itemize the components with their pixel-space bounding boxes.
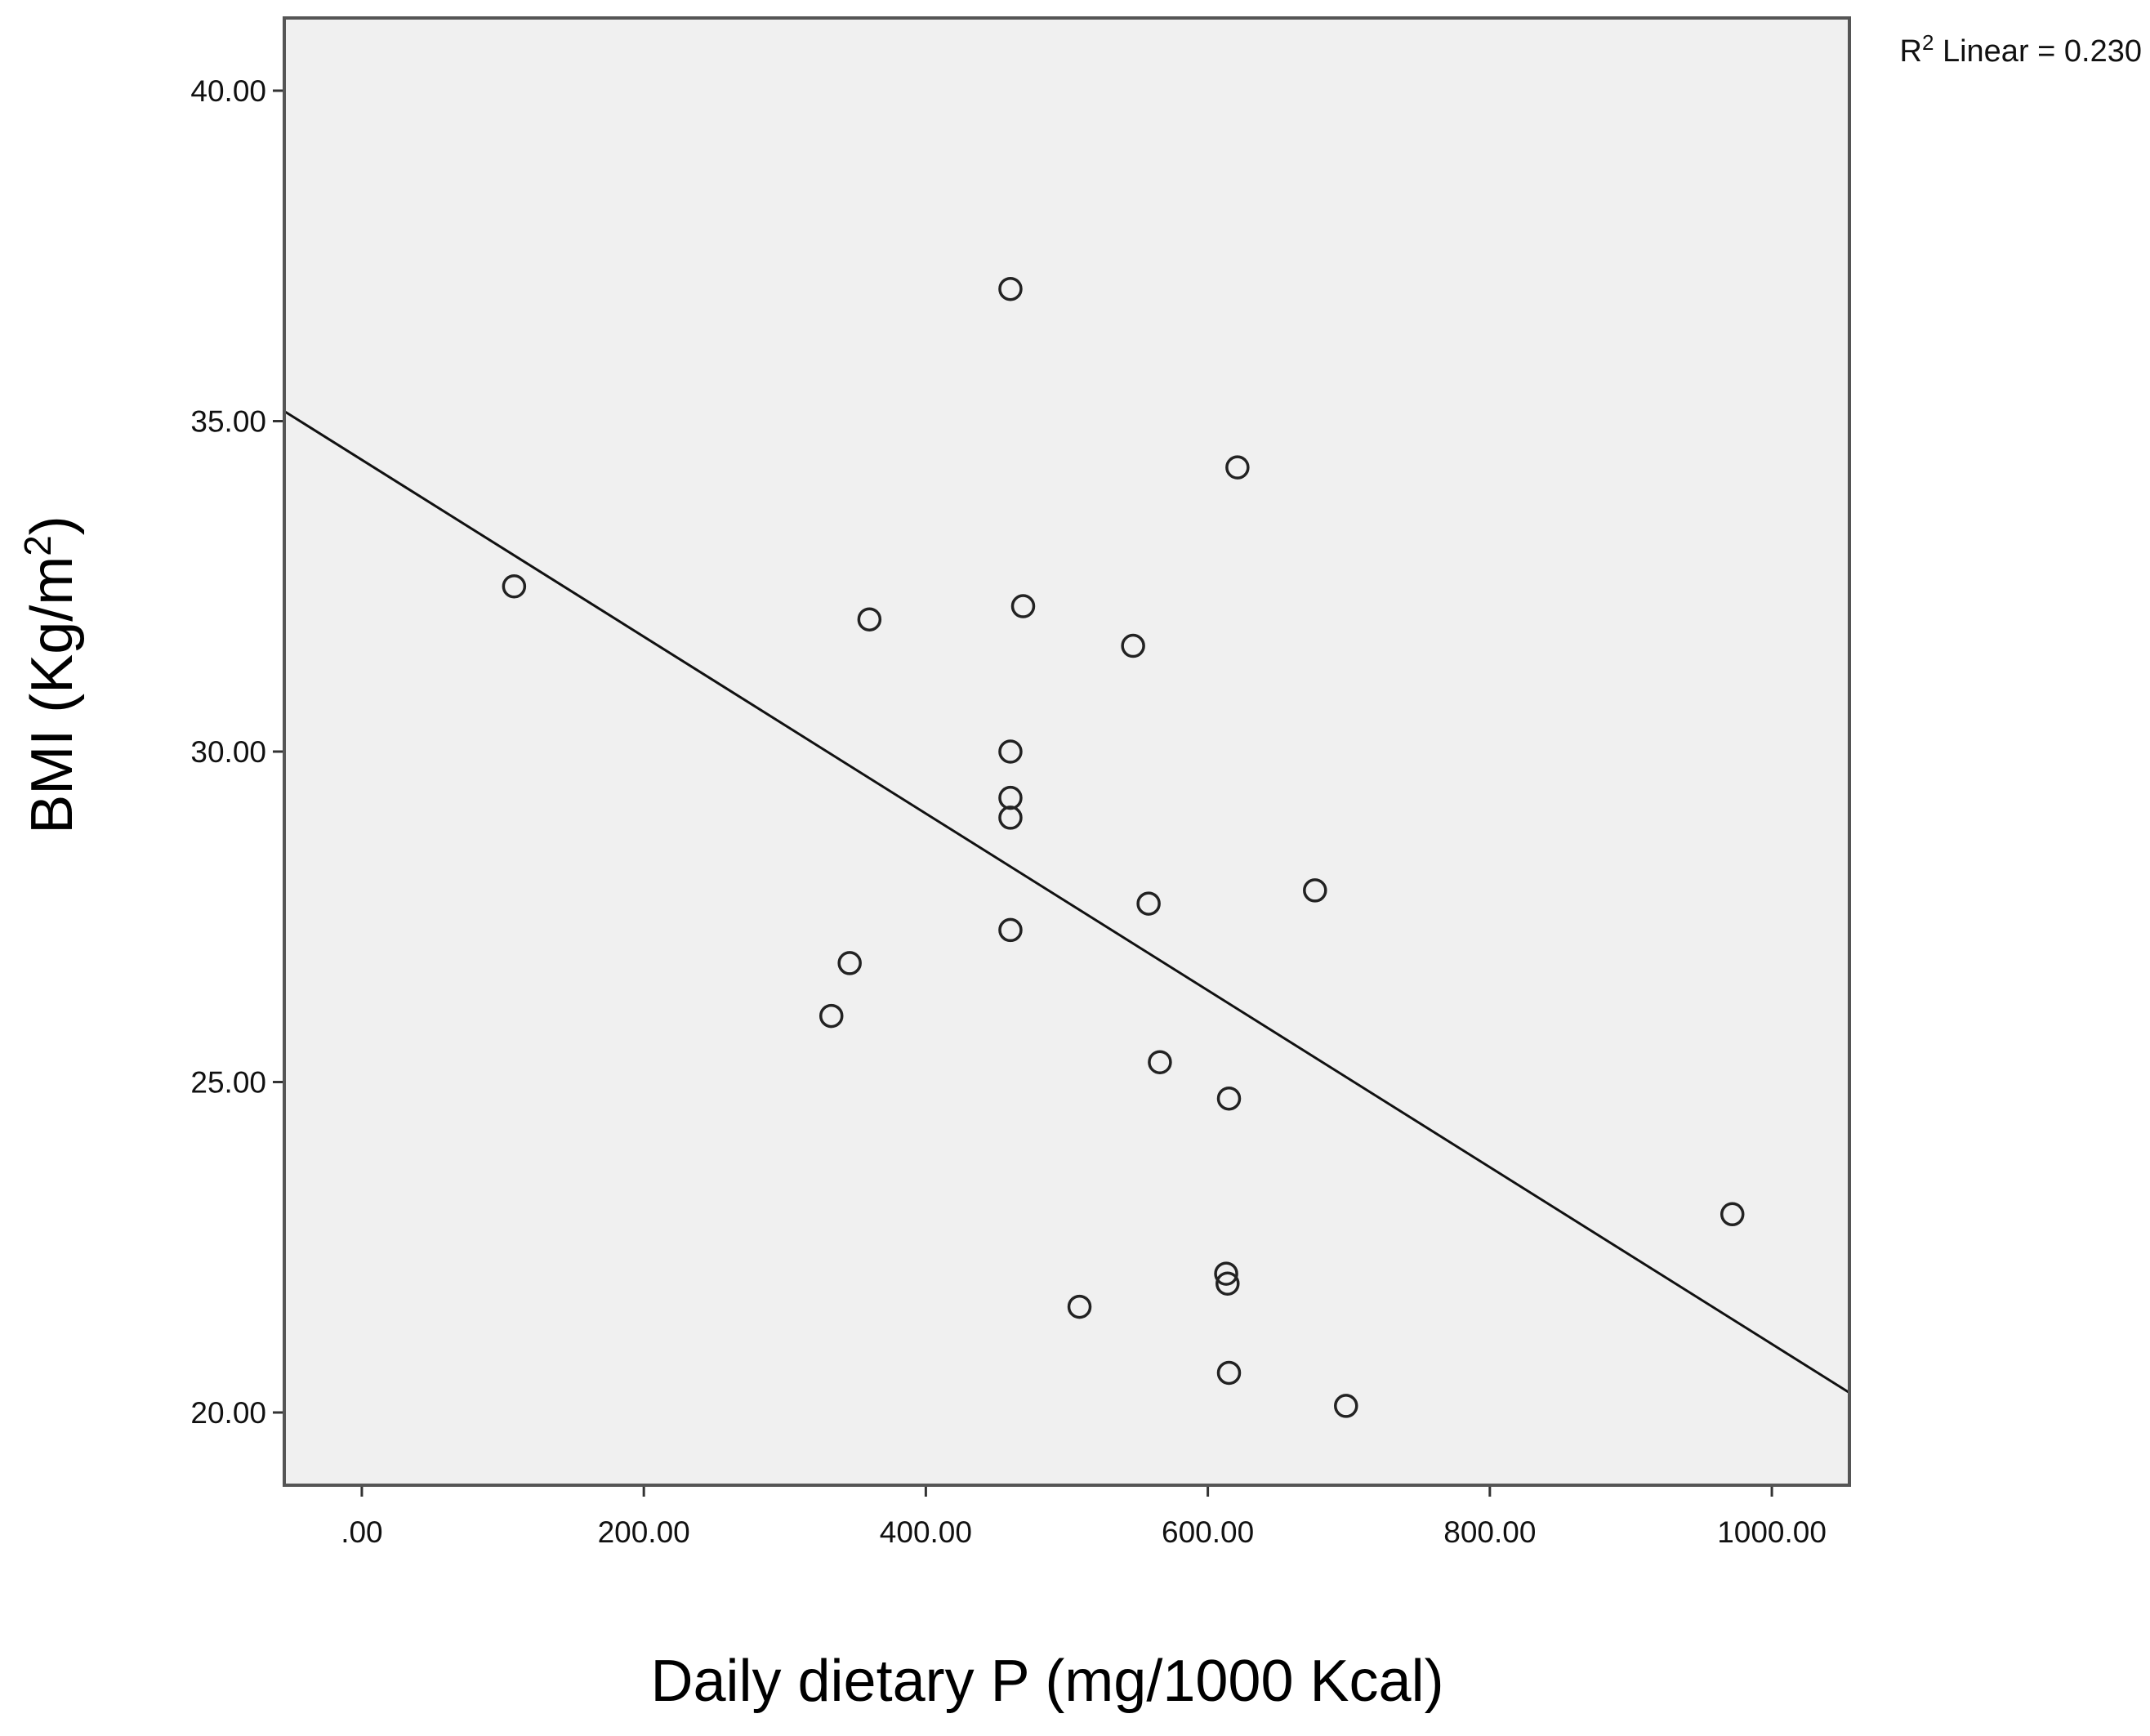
y-title-suffix: ) — [20, 515, 85, 535]
x-tick-label: 600.00 — [1162, 1515, 1254, 1549]
data-point — [1216, 1360, 1242, 1386]
data-point — [1121, 633, 1145, 658]
x-tick-label: 400.00 — [880, 1515, 972, 1549]
r2-superscript: 2 — [1922, 30, 1934, 55]
y-tick-label: 25.00 — [190, 1066, 266, 1100]
y-tick-label: 35.00 — [190, 404, 266, 438]
r2-value: Linear = 0.230 — [1934, 34, 2142, 69]
data-point — [1720, 1202, 1745, 1227]
plot-area — [284, 18, 1849, 1485]
r2-prefix: R — [1899, 34, 1921, 69]
y-tick-label: 30.00 — [190, 735, 266, 769]
regression-line — [283, 410, 1850, 1395]
data-point — [857, 607, 882, 631]
y-axis: 20.00 25.00 30.00 35.00 40.00 — [190, 74, 284, 1430]
data-point — [1303, 878, 1327, 903]
data-point — [819, 1003, 844, 1029]
plot-frame — [283, 16, 1851, 1487]
data-point — [837, 951, 862, 975]
x-axis: .00 200.00 400.00 600.00 800.00 1000.00 — [341, 1485, 1827, 1549]
x-tick-label: 1000.00 — [1717, 1515, 1827, 1549]
y-axis-title: BMI (Kg/m2) — [16, 515, 85, 834]
data-point — [1216, 1086, 1242, 1111]
x-tick-label: 800.00 — [1443, 1515, 1536, 1549]
y-tick-label: 20.00 — [190, 1396, 266, 1430]
y-title-superscript: 2 — [16, 535, 59, 556]
data-point — [998, 739, 1023, 764]
r2-annotation: R2 Linear = 0.230 — [1899, 30, 2142, 69]
y-tick-label: 40.00 — [190, 74, 266, 108]
data-point — [1216, 1271, 1240, 1296]
data-point — [1225, 455, 1250, 480]
data-point — [1148, 1050, 1172, 1074]
data-point — [1214, 1261, 1238, 1286]
x-tick-label: 200.00 — [598, 1515, 690, 1549]
data-point — [1334, 1394, 1358, 1418]
y-title-prefix: BMI (Kg/m — [20, 556, 85, 834]
data-point — [998, 917, 1023, 943]
data-point — [502, 573, 527, 599]
data-point — [998, 276, 1023, 301]
data-point — [1010, 594, 1036, 618]
data-points — [502, 276, 1745, 1418]
data-point — [998, 806, 1023, 830]
x-axis-title: Daily dietary P (mg/1000 Kcal) — [650, 1649, 1443, 1714]
x-tick-label: .00 — [341, 1515, 382, 1549]
data-point — [1067, 1294, 1092, 1319]
data-point — [1136, 891, 1161, 916]
